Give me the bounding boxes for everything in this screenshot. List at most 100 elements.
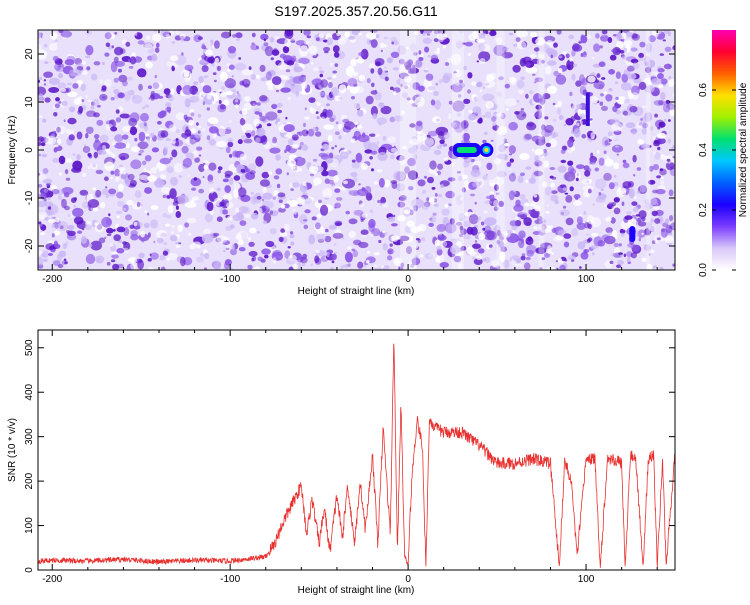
- spectrogram-speckle: [308, 45, 318, 55]
- spectrogram-speckle: [477, 216, 482, 221]
- spectrogram-speckle: [467, 89, 471, 94]
- spectrogram-speckle: [448, 223, 453, 230]
- spectrogram-speckle: [646, 225, 655, 232]
- spectrogram-speckle: [247, 264, 253, 270]
- spectrogram-speckle: [580, 251, 589, 260]
- spectrogram-speckle: [576, 222, 586, 230]
- spectrogram-speckle: [73, 216, 84, 225]
- spectrogram-speckle: [298, 74, 306, 83]
- spectrogram-speckle: [632, 130, 636, 135]
- spectrogram-speckle: [104, 32, 112, 40]
- spectrogram-speckle: [583, 249, 587, 255]
- spectrogram-speckle: [484, 217, 497, 226]
- spectrogram-speckle: [205, 49, 213, 57]
- spectrogram-speckle: [547, 225, 554, 230]
- spectrogram-speckle: [433, 150, 442, 155]
- spectrogram-speckle: [64, 168, 69, 175]
- spectrogram-speckle: [517, 214, 522, 218]
- spectrogram-speckle: [329, 62, 334, 66]
- spectrogram-speckle: [600, 188, 605, 191]
- spectrogram-speckle: [666, 158, 671, 162]
- spectrogram-speckle: [168, 94, 174, 102]
- spectrogram-speckle: [72, 153, 76, 157]
- spectrogram-speckle: [55, 97, 60, 102]
- spectrogram-speckle: [406, 97, 411, 101]
- spectrogram-speckle: [250, 195, 257, 205]
- spectrogram-speckle: [184, 134, 187, 140]
- spectrogram-speckle: [204, 75, 209, 78]
- spectrogram-speckle: [458, 175, 463, 182]
- spectrogram-speckle: [76, 154, 81, 161]
- spectrogram-speckle: [99, 79, 104, 84]
- spectrogram-speckle: [202, 175, 205, 179]
- spectrogram-speckle: [202, 101, 206, 106]
- spectrogram-speckle: [581, 118, 587, 125]
- spectrogram-speckle: [234, 95, 242, 100]
- spectrogram-speckle: [316, 53, 319, 57]
- spectrogram-speckle: [523, 262, 531, 270]
- spectrogram-speckle: [653, 265, 657, 268]
- spectrogram-speckle: [170, 140, 177, 144]
- spectrogram-speckle: [263, 38, 266, 42]
- spectrogram-speckle: [293, 76, 301, 84]
- spectrogram-speckle: [154, 179, 165, 188]
- spectrogram-speckle: [366, 78, 371, 84]
- spectrogram-speckle: [54, 42, 58, 45]
- spectrogram-speckle: [452, 100, 465, 112]
- spectrogram-speckle: [538, 229, 546, 236]
- spectrogram-speckle: [563, 241, 570, 248]
- spectrogram-speckle: [646, 42, 652, 53]
- spectrogram-speckle: [71, 197, 77, 203]
- spectrogram-speckle: [460, 196, 464, 201]
- spectrogram-speckle: [129, 56, 137, 65]
- spectrogram-speckle: [543, 35, 556, 43]
- spectrogram-speckle: [251, 212, 259, 220]
- spectrogram-speckle: [51, 233, 55, 238]
- spectrogram-speckle: [251, 73, 256, 80]
- spectrogram-speckle: [113, 56, 119, 63]
- spectrogram-speckle: [247, 236, 252, 241]
- spectrogram-speckle: [313, 158, 318, 162]
- spectrogram-speckle: [220, 86, 226, 91]
- spectrogram-speckle: [503, 138, 508, 143]
- spectrogram-speckle: [547, 245, 552, 252]
- spectrogram-speckle: [190, 177, 202, 187]
- spectrogram-speckle: [223, 99, 230, 106]
- spectrogram-speckle: [462, 160, 470, 168]
- spectrogram-speckle: [668, 78, 675, 88]
- spectrogram-speckle: [413, 205, 418, 212]
- spectrogram-speckle: [442, 45, 446, 49]
- spectrogram-speckle: [153, 240, 156, 244]
- spectrogram-speckle: [534, 205, 541, 212]
- spectrogram-speckle: [520, 76, 525, 80]
- spectrogram-speckle: [472, 181, 481, 188]
- spectrogram-speckle: [629, 105, 638, 113]
- spectrogram-speckle: [458, 212, 465, 221]
- spectrogram-speckle: [552, 132, 559, 138]
- spectrogram-speckle: [267, 85, 274, 91]
- spectrogram-speckle: [326, 77, 332, 80]
- spectrogram-speckle: [417, 179, 426, 187]
- spectrogram-speckle: [148, 266, 154, 270]
- spectrogram-speckle: [453, 71, 457, 74]
- spectrogram-speckle: [608, 202, 613, 207]
- spectrogram-speckle: [640, 118, 643, 121]
- spectrogram-speckle: [123, 171, 126, 175]
- spectrogram-speckle: [526, 241, 529, 245]
- spectrogram-speckle: [509, 220, 518, 227]
- spectrogram-speckle: [550, 182, 556, 188]
- spectrogram-speckle: [603, 158, 614, 167]
- spectrogram-speckle: [604, 140, 609, 146]
- spectrogram-speckle: [550, 54, 553, 59]
- spectrogram-speckle: [473, 96, 478, 102]
- spectrogram-speckle: [387, 136, 396, 143]
- spectrogram-speckle: [490, 139, 494, 142]
- spectrogram-speckle: [284, 30, 294, 40]
- spectrogram-speckle: [76, 131, 83, 140]
- spectrogram-speckle: [656, 237, 661, 241]
- spectrogram-speckle: [325, 103, 330, 107]
- spectrogram-speckle: [293, 156, 306, 167]
- spectrogram-speckle: [86, 31, 92, 35]
- spectrogram-speckle: [290, 38, 295, 42]
- spectrogram-speckle: [105, 42, 111, 48]
